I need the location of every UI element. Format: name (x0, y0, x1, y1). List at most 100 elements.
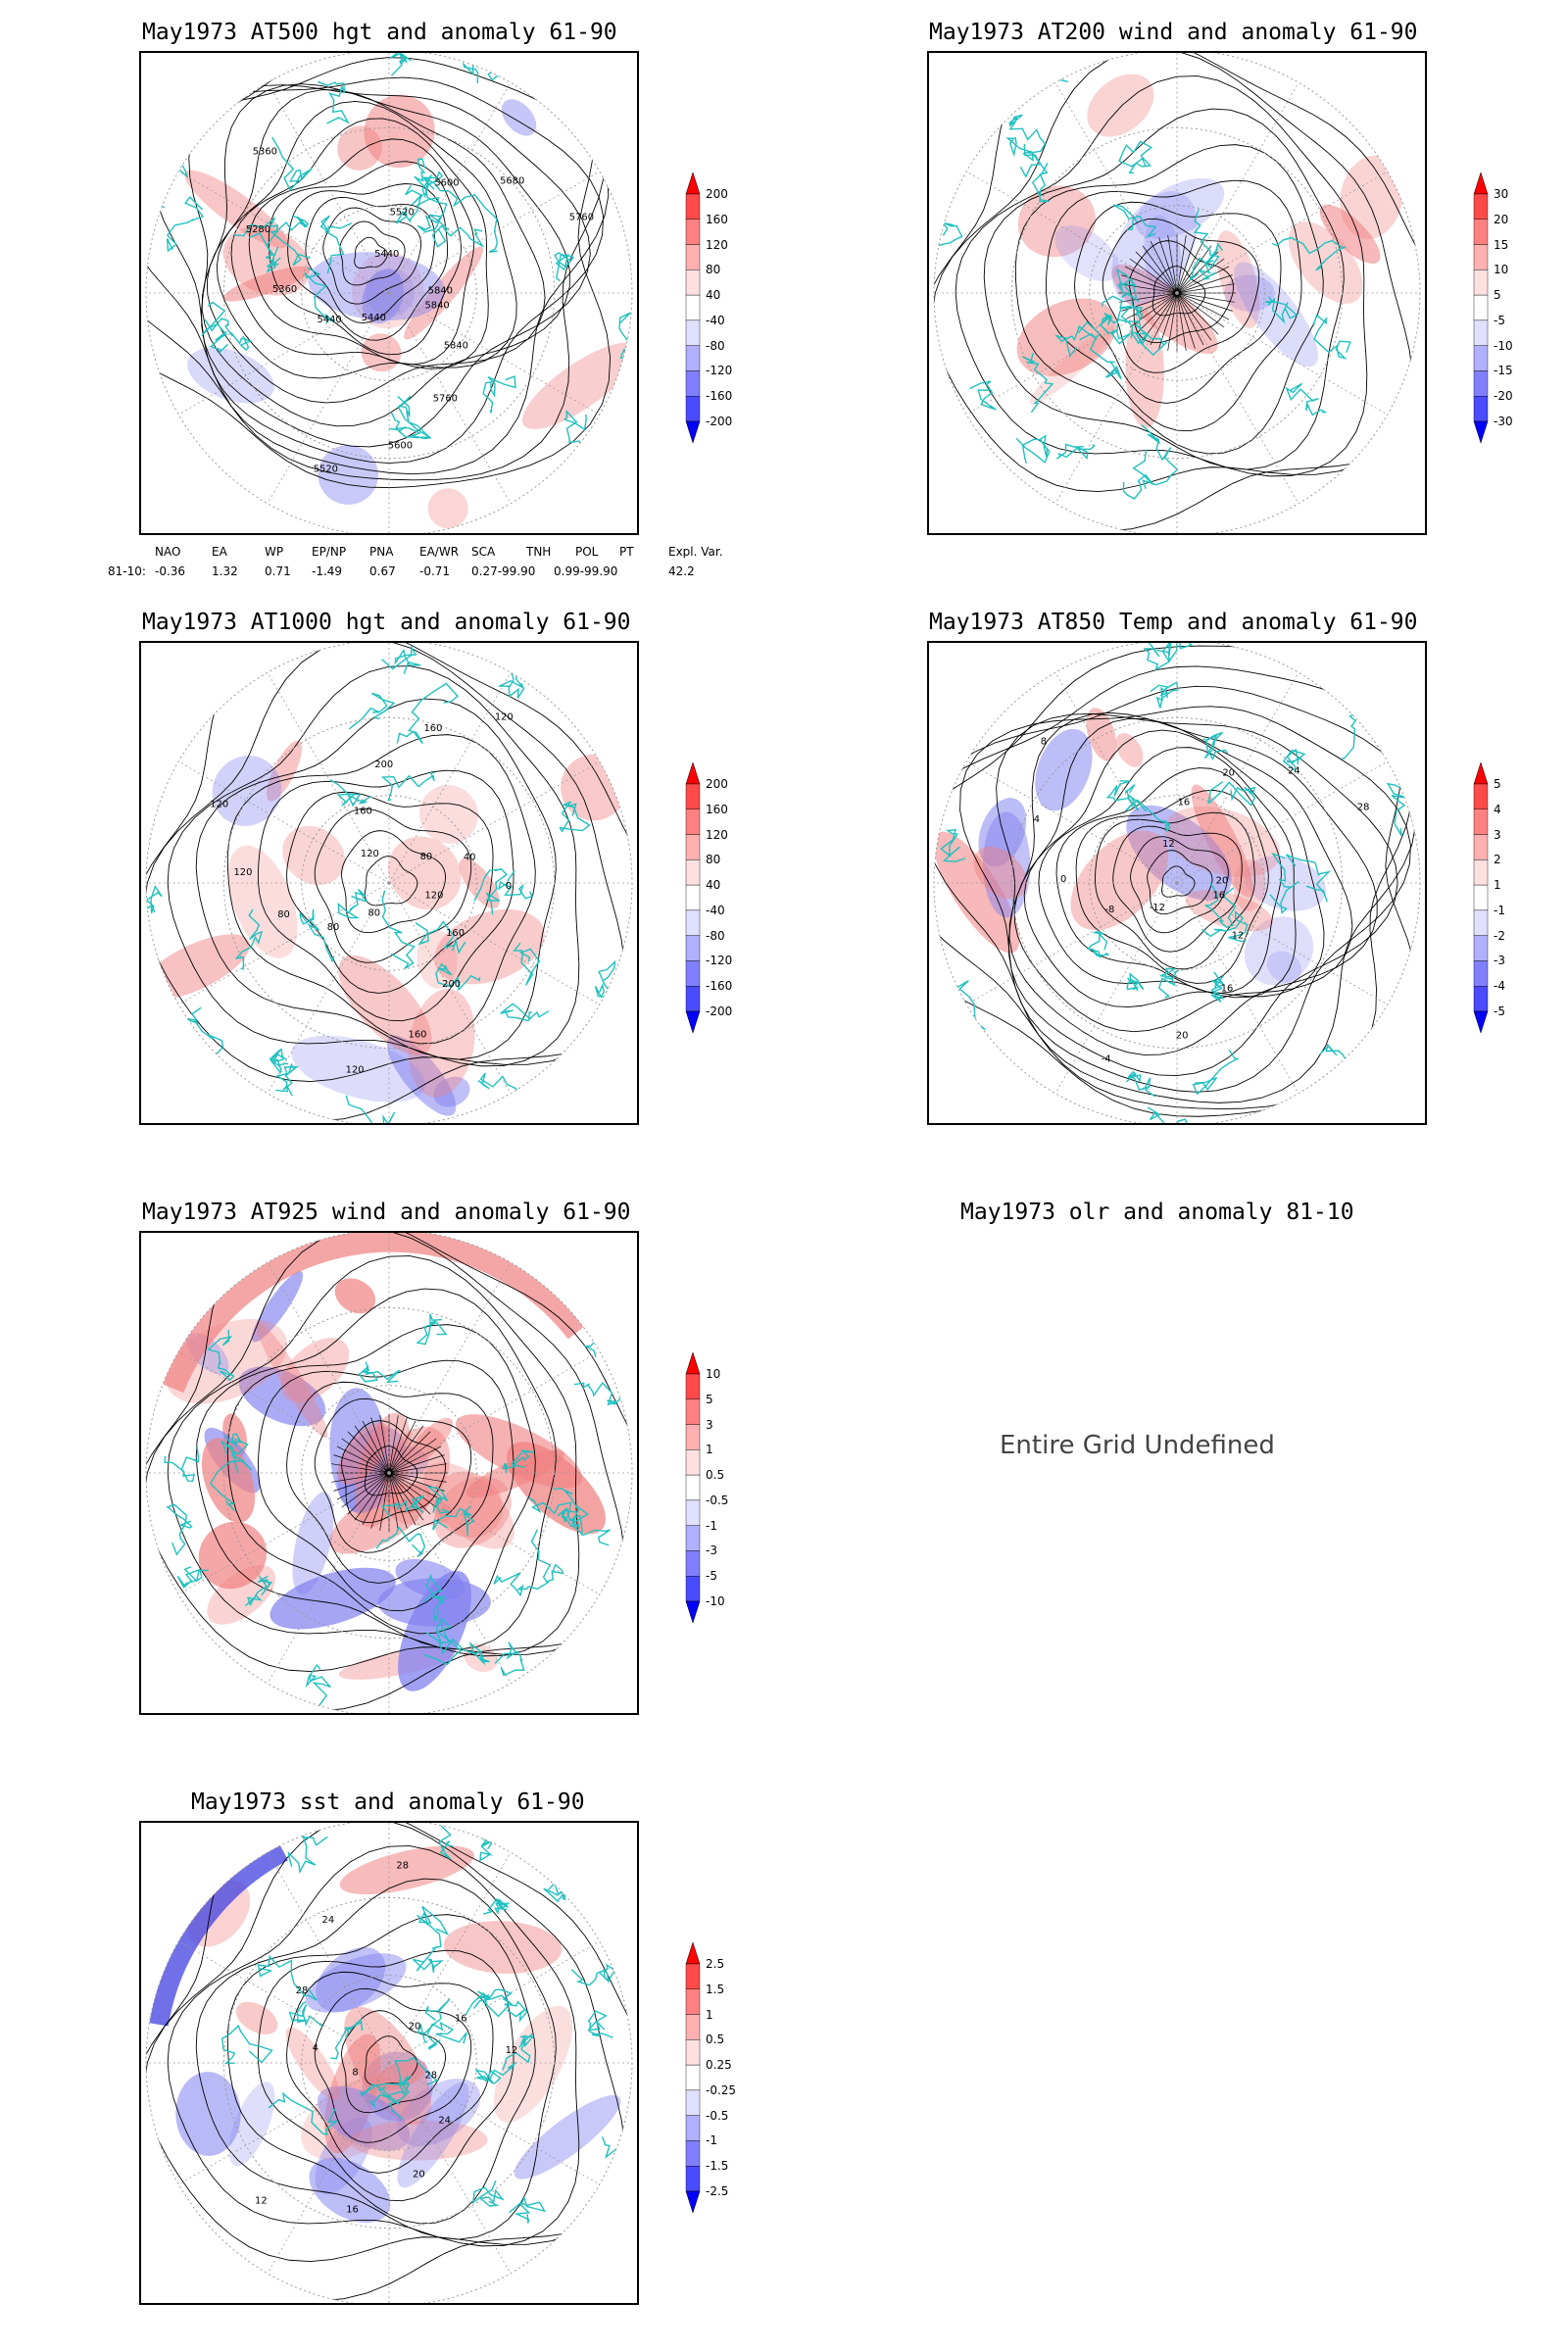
colorbar-tick-label: -30 (1494, 415, 1513, 428)
coastline (937, 748, 963, 769)
contour-label: 5440 (362, 313, 386, 323)
colorbar-swatch (1473, 193, 1489, 220)
colorbar-swatch (1473, 960, 1489, 987)
coastline (1312, 314, 1351, 360)
contour-line (257, 1949, 514, 2202)
coastline (337, 889, 368, 919)
graticule-meridian (388, 292, 600, 416)
polar-map-925wind (145, 1233, 633, 1713)
contour-line (341, 830, 446, 934)
coastline (573, 1382, 624, 1406)
coastline (1115, 269, 1138, 299)
colorbar-swatch (685, 935, 701, 961)
colorbar-swatch (685, 1398, 701, 1425)
colorbar-cap-top (685, 172, 701, 195)
anomaly-shading (334, 1278, 376, 1314)
contour-label: 8 (352, 2068, 358, 2079)
contour-label: 12 (255, 2195, 268, 2206)
anomaly-shading (329, 1483, 431, 1554)
contour-line (354, 236, 388, 270)
teleconn-header: EA (212, 545, 227, 559)
teleconn-value: 0.71 (265, 564, 291, 578)
coastline (1137, 643, 1178, 671)
teleconn-header: WP (265, 545, 284, 559)
coastline (1207, 781, 1256, 807)
colorbar-swatches (1473, 172, 1489, 444)
contour-label: -12 (1150, 903, 1165, 913)
coastline (380, 771, 435, 802)
graticule-meridian (178, 882, 390, 1005)
colorbar-tick-label: 40 (706, 878, 721, 893)
contour-label: 160 (409, 1030, 427, 1041)
contour-label: 4 (313, 2043, 318, 2054)
anomaly-shading (459, 858, 500, 909)
colorbar-925wind: 10 5 3 1 0.5 -0.5 -1 -3 -5 -10 (685, 1351, 728, 1624)
colorbar-cap-bottom (1473, 420, 1489, 444)
streamline (1167, 235, 1178, 294)
colorbar-tick-label: 1.5 (706, 1982, 725, 1996)
contour-label: 5840 (444, 341, 468, 352)
contour-label: 5360 (272, 284, 297, 295)
coastline (500, 1003, 550, 1022)
graticule-meridian (388, 2062, 512, 2274)
coastline (1008, 114, 1047, 155)
streamline (1176, 258, 1225, 294)
coastline (345, 1095, 396, 1123)
colorbar-swatch (685, 345, 701, 371)
contour-line (216, 100, 517, 379)
anomaly-shading (251, 1271, 304, 1343)
coastline (375, 1526, 426, 1558)
anomaly-shading (386, 1035, 457, 1116)
contour-label: 40 (464, 853, 476, 863)
coastline (1055, 443, 1096, 461)
coastline (240, 497, 273, 533)
colorbar-swatch (685, 370, 701, 397)
coastline (1023, 144, 1050, 203)
colorbar-tick-label: -160 (706, 389, 733, 404)
colorbar-swatch (685, 1449, 701, 1476)
colorbar-tick-label: 0.5 (706, 2033, 725, 2047)
coastline (462, 54, 502, 83)
coastline (416, 1313, 448, 1346)
coastline (473, 867, 508, 915)
teleconn-value: 0.99-99.90 (554, 564, 618, 578)
teleconn-value: 1.32 (212, 564, 238, 578)
contour-line (305, 196, 435, 324)
contour-line (257, 1359, 514, 1612)
colorbar-tick-label: -5 (706, 1569, 717, 1584)
streamline (388, 1420, 416, 1474)
contour-line (287, 183, 448, 341)
colorbar-swatch (685, 2115, 701, 2141)
anomaly-shading (184, 170, 288, 249)
contour-line (146, 1823, 632, 2302)
colorbar-tick-label: -3 (706, 1544, 717, 1558)
colorbar-swatch (1473, 808, 1489, 835)
colorbar-swatch (685, 960, 701, 987)
contour-line (1161, 865, 1196, 898)
colorbar-tick-label: 200 (706, 777, 728, 791)
coastline (425, 1632, 490, 1666)
contour-label: 28 (425, 2070, 438, 2081)
contour-label: 24 (438, 2115, 451, 2126)
contour-label: 12 (1162, 839, 1175, 850)
colorbar-swatch (1473, 396, 1489, 422)
contour-line (257, 769, 514, 1022)
anomaly-shading (227, 845, 298, 958)
colorbar-swatch (685, 884, 701, 911)
contour-line (322, 207, 421, 305)
streamline (1176, 292, 1196, 349)
contour-line (1038, 747, 1297, 999)
anomaly-shading (235, 2001, 278, 2034)
contour-label: 120 (210, 800, 228, 810)
contour-label: 120 (233, 867, 252, 878)
teleconn-value: -0.71 (419, 564, 451, 578)
colorbar-850temp: 5 4 3 2 1 -1 -2 -3 -4 -5 (1473, 761, 1505, 1034)
colorbar-swatch (1473, 219, 1489, 245)
streamline (1176, 292, 1225, 328)
colorbar-cap-top (685, 1941, 701, 1965)
anomaly-shading (267, 740, 303, 802)
colorbar-swatch (685, 244, 701, 270)
colorbar-swatch (685, 1499, 701, 1526)
coastline (528, 1496, 580, 1530)
colorbar-200wind: 30 20 15 10 5 -5 -10 -15 -20 -30 (1473, 172, 1513, 444)
